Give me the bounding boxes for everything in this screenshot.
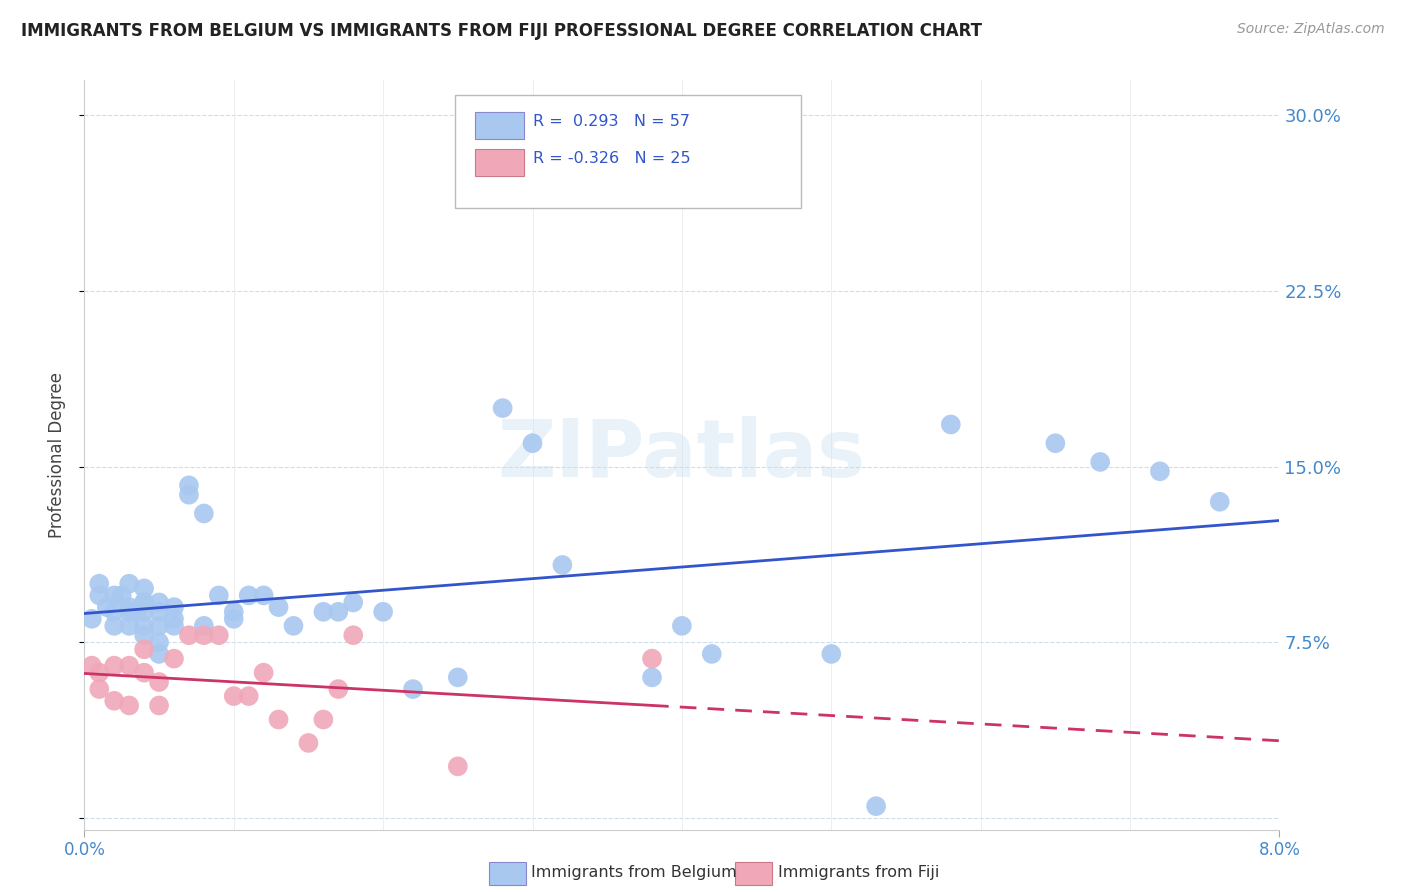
Point — [1045, 436, 1067, 450]
Point — [80, 612, 103, 626]
Text: Immigrants from Belgium: Immigrants from Belgium — [531, 865, 737, 880]
Point — [492, 401, 515, 416]
Point — [132, 619, 156, 633]
Text: R =  0.293   N = 57: R = 0.293 N = 57 — [533, 114, 689, 129]
Point — [177, 628, 200, 642]
Point — [1209, 494, 1232, 508]
Point — [222, 689, 245, 703]
Point — [177, 488, 200, 502]
Point — [132, 582, 156, 596]
Point — [111, 589, 134, 603]
Point — [700, 647, 723, 661]
Point — [148, 605, 170, 619]
Point — [103, 619, 125, 633]
Point — [148, 698, 170, 713]
Point — [125, 605, 148, 619]
Point — [267, 600, 290, 615]
Point — [865, 799, 887, 814]
Point — [132, 595, 156, 609]
Point — [132, 628, 156, 642]
Point — [641, 670, 664, 684]
Point — [163, 619, 186, 633]
Point — [103, 589, 125, 603]
Point — [222, 612, 245, 626]
Point — [103, 605, 125, 619]
Point — [283, 619, 305, 633]
Point — [118, 619, 141, 633]
Point — [328, 681, 350, 696]
Point — [267, 713, 290, 727]
Point — [89, 681, 111, 696]
Point — [253, 665, 276, 680]
Point — [89, 665, 111, 680]
Point — [238, 689, 260, 703]
Point — [163, 612, 186, 626]
Point — [297, 736, 319, 750]
Point — [1149, 464, 1171, 478]
Point — [132, 665, 156, 680]
Point — [148, 619, 170, 633]
Point — [641, 651, 664, 665]
Point — [939, 417, 962, 432]
Point — [342, 628, 364, 642]
Point — [118, 605, 141, 619]
Point — [89, 576, 111, 591]
Point — [89, 589, 111, 603]
Point — [373, 605, 395, 619]
Point — [118, 698, 141, 713]
Point — [820, 647, 842, 661]
Text: Immigrants from Fiji: Immigrants from Fiji — [778, 865, 939, 880]
Point — [148, 635, 170, 649]
Point — [103, 658, 125, 673]
Y-axis label: Professional Degree: Professional Degree — [48, 372, 66, 538]
FancyBboxPatch shape — [456, 95, 801, 208]
Point — [148, 647, 170, 661]
Point — [163, 600, 186, 615]
Point — [193, 507, 215, 521]
Text: Source: ZipAtlas.com: Source: ZipAtlas.com — [1237, 22, 1385, 37]
Point — [80, 658, 103, 673]
Point — [402, 681, 425, 696]
Text: IMMIGRANTS FROM BELGIUM VS IMMIGRANTS FROM FIJI PROFESSIONAL DEGREE CORRELATION : IMMIGRANTS FROM BELGIUM VS IMMIGRANTS FR… — [21, 22, 981, 40]
FancyBboxPatch shape — [475, 149, 524, 177]
Point — [132, 605, 156, 619]
Point — [103, 694, 125, 708]
Point — [238, 589, 260, 603]
Point — [208, 589, 231, 603]
Point — [1090, 455, 1112, 469]
Point — [132, 595, 156, 609]
Point — [222, 605, 245, 619]
Point — [132, 642, 156, 657]
Point — [148, 595, 170, 609]
Point — [447, 670, 470, 684]
Point — [163, 651, 186, 665]
Point — [177, 478, 200, 492]
Point — [208, 628, 231, 642]
Point — [551, 558, 574, 572]
Point — [118, 658, 141, 673]
FancyBboxPatch shape — [475, 112, 524, 139]
Point — [671, 619, 693, 633]
Point — [312, 713, 335, 727]
Point — [522, 436, 544, 450]
Point — [253, 589, 276, 603]
Text: R = -0.326   N = 25: R = -0.326 N = 25 — [533, 152, 690, 167]
Point — [193, 619, 215, 633]
Point — [148, 675, 170, 690]
Text: ZIPatlas: ZIPatlas — [498, 416, 866, 494]
Point — [328, 605, 350, 619]
Point — [342, 595, 364, 609]
Point — [447, 759, 470, 773]
Point — [312, 605, 335, 619]
Point — [193, 628, 215, 642]
Point — [118, 600, 141, 615]
Point — [96, 600, 118, 615]
Point — [118, 576, 141, 591]
